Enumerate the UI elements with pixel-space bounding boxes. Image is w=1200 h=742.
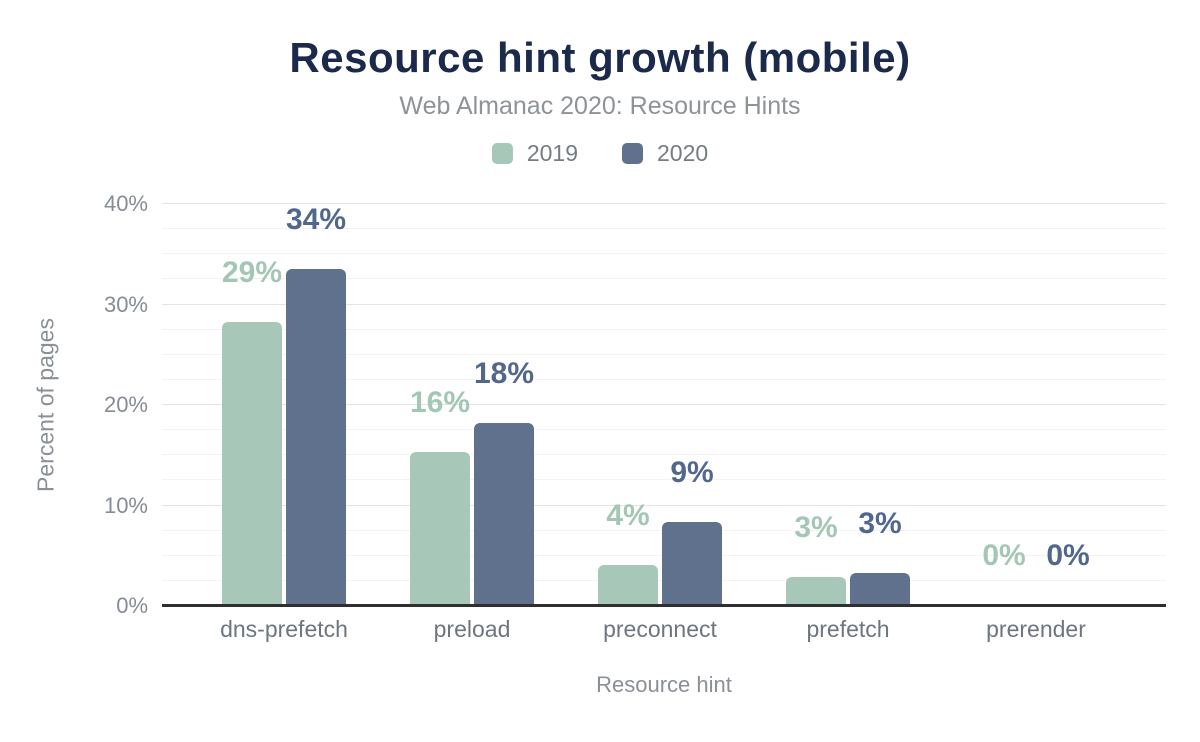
- gridline-minor: [162, 454, 1166, 456]
- gridline-minor: [162, 328, 1166, 330]
- y-tick-0%: 0%: [116, 593, 148, 618]
- legend-label-2019: 2019: [526, 140, 578, 166]
- data-label-2019-preload: 16%: [409, 386, 471, 420]
- legend: 2019 2020: [0, 140, 1200, 167]
- y-axis-title: Percent of pages: [32, 318, 59, 492]
- bar-2019-preload: [410, 452, 470, 606]
- x-tick-preconnect: preconnect: [603, 616, 717, 642]
- legend-item-2020: 2020: [622, 140, 708, 167]
- gridline-minor: [162, 228, 1166, 230]
- legend-label-2020: 2020: [657, 140, 709, 166]
- gridline-minor: [162, 429, 1166, 431]
- data-label-2020-dns-prefetch: 34%: [285, 203, 347, 237]
- x-axis-title: Resource hint: [596, 672, 732, 697]
- x-tick-prerender: prerender: [986, 616, 1086, 642]
- data-label-2019-preconnect: 4%: [606, 498, 650, 532]
- legend-swatch-2020: [622, 143, 643, 164]
- x-axis-ticks: dns-prefetch preload preconnect prefetch pre…: [162, 616, 1166, 646]
- bar-2019-preconnect: [598, 564, 658, 606]
- data-label-2019-prerender: 0%: [982, 539, 1026, 572]
- x-tick-prefetch: prefetch: [806, 616, 890, 642]
- gridline-major: [162, 404, 1166, 405]
- x-tick-dns-prefetch: dns-prefetch: [220, 616, 348, 642]
- gridline-minor: [162, 378, 1166, 380]
- plot-area: 29% 34% 16% 18% 4% 9% 3% 3% 0% 0%: [162, 203, 1166, 607]
- bar-2020-prefetch: [850, 572, 910, 606]
- legend-item-2019: 2019: [491, 140, 578, 167]
- data-label-2020-prerender: 0%: [1046, 539, 1090, 572]
- data-label-2020-preload: 18%: [473, 357, 535, 391]
- chart-subtitle: Web Almanac 2020: Resource Hints: [399, 92, 801, 120]
- gridline-minor: [162, 253, 1166, 255]
- data-label-2020-preconnect: 9%: [670, 455, 714, 489]
- gridline-major: [162, 504, 1166, 506]
- bar-2020-preload: [474, 423, 534, 606]
- gridline-major: [162, 203, 1166, 204]
- chart-title: Resource hint growth (mobile): [289, 34, 911, 81]
- data-label-2020-prefetch: 3%: [858, 506, 902, 540]
- gridline-minor: [162, 278, 1166, 280]
- bar-2019-dns-prefetch: [222, 321, 282, 606]
- y-tick-40%: 40%: [103, 191, 148, 216]
- bar-2020-preconnect: [662, 521, 722, 606]
- y-tick-30%: 30%: [103, 291, 148, 317]
- y-axis-ticks: 0% 10% 20% 30% 40%: [60, 191, 148, 618]
- bar-2019-prefetch: [786, 576, 846, 606]
- legend-swatch-2019: [491, 143, 513, 164]
- data-label-2019-dns-prefetch: 29%: [221, 255, 283, 289]
- data-label-2019-prefetch: 3%: [794, 510, 838, 544]
- gridline-major: [162, 303, 1166, 305]
- x-axis-line: [162, 604, 1166, 607]
- gridline-minor: [162, 479, 1166, 481]
- gridline-minor: [162, 353, 1166, 355]
- y-tick-20%: 20%: [103, 392, 148, 417]
- y-tick-10%: 10%: [103, 492, 148, 518]
- bar-2020-dns-prefetch: [286, 269, 346, 606]
- x-tick-preload: preload: [433, 616, 511, 642]
